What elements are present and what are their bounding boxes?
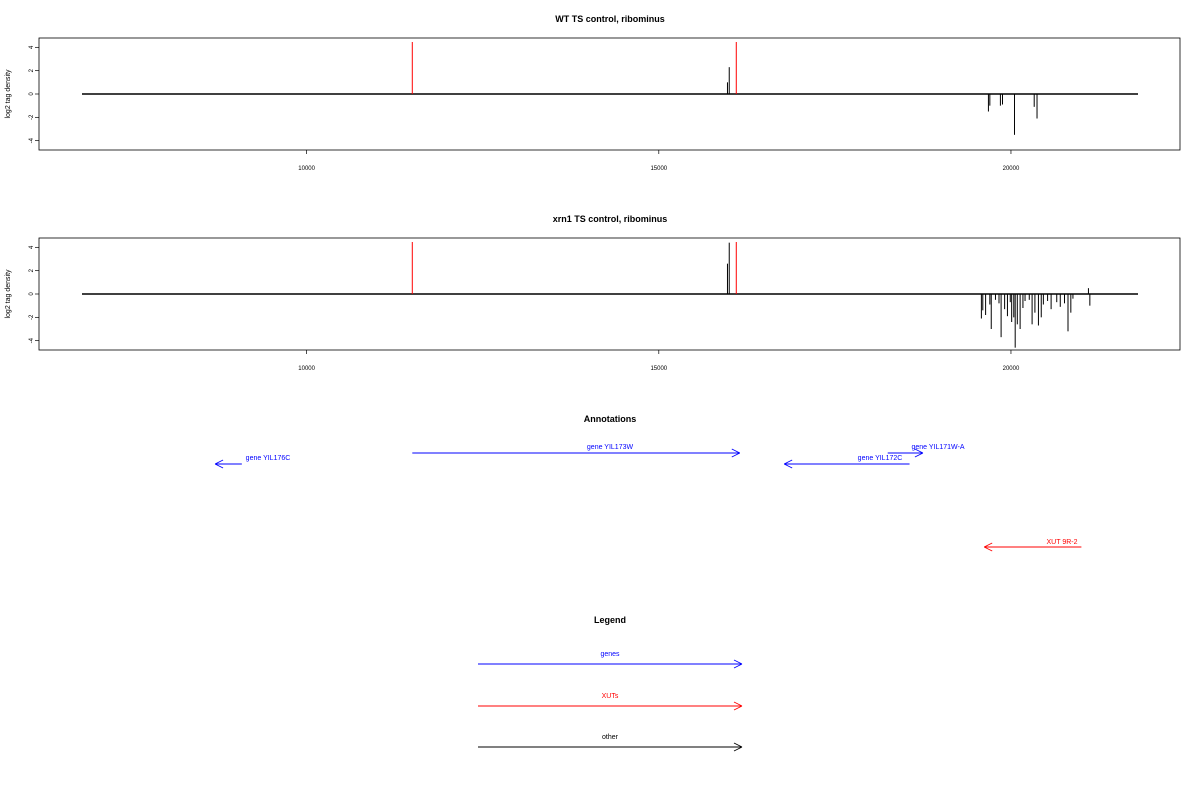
x-tick-label: 15000 <box>650 366 667 372</box>
arrow-head <box>783 463 793 469</box>
arrow-head <box>983 542 993 548</box>
arrow-head <box>914 452 924 458</box>
y-axis-label: log2 tag density <box>5 269 12 319</box>
arrow-head <box>733 742 743 748</box>
x-tick-label: 10000 <box>298 166 315 172</box>
y-tick-label: 2 <box>29 268 35 272</box>
panel-title: WT TS control, ribominus <box>555 14 665 24</box>
y-tick-label: 4 <box>29 245 35 249</box>
y-tick-label: -4 <box>29 137 35 143</box>
annotations-title: Annotations <box>584 414 637 424</box>
feature-label: XUT 9R-2 <box>1047 539 1078 546</box>
legend-label: other <box>602 734 619 741</box>
arrow-head <box>731 448 741 454</box>
y-axis-label: log2 tag density <box>5 69 12 119</box>
arrow-head <box>733 701 743 707</box>
arrow-head <box>983 546 993 552</box>
legend-title: Legend <box>594 615 626 625</box>
feature-label: gene YIL173W <box>587 444 634 451</box>
legend-label: genes <box>600 651 620 658</box>
panel-xrn1: xrn1 TS control, ribominus log2 tag dens… <box>5 214 1181 372</box>
arrow-head <box>733 663 743 669</box>
panel-title: xrn1 TS control, ribominus <box>553 214 668 224</box>
x-tick-label: 20000 <box>1003 166 1020 172</box>
arrow-head <box>731 452 741 458</box>
arrow-head <box>783 459 793 465</box>
feature-label: gene YIL176C <box>246 455 291 462</box>
y-tick-label: -2 <box>29 114 35 120</box>
y-tick-label: 4 <box>29 45 35 49</box>
y-tick-label: 0 <box>29 292 35 296</box>
y-tick-label: -4 <box>29 337 35 343</box>
y-tick-label: 2 <box>29 68 35 72</box>
annotations-track: Annotations gene YIL176C gene YIL173W gene… <box>214 414 1082 552</box>
legend-label: XUTs <box>602 693 619 700</box>
arrow-head <box>214 463 224 469</box>
x-tick-label: 10000 <box>298 366 315 372</box>
arrow-head <box>914 448 924 454</box>
arrow-head <box>214 459 224 465</box>
feature-label: gene YIL172C <box>858 455 903 462</box>
x-tick-label: 15000 <box>650 166 667 172</box>
y-tick-label: -2 <box>29 314 35 320</box>
arrow-head <box>733 705 743 711</box>
legend: Legend genes XUTs other <box>478 615 743 752</box>
arrow-head <box>733 746 743 752</box>
x-tick-label: 20000 <box>1003 366 1020 372</box>
feature-label: gene YIL171W-A <box>911 444 964 451</box>
y-tick-label: 0 <box>29 92 35 96</box>
panel-wt: WT TS control, ribominus log2 tag densit… <box>5 14 1181 172</box>
arrow-head <box>733 659 743 665</box>
